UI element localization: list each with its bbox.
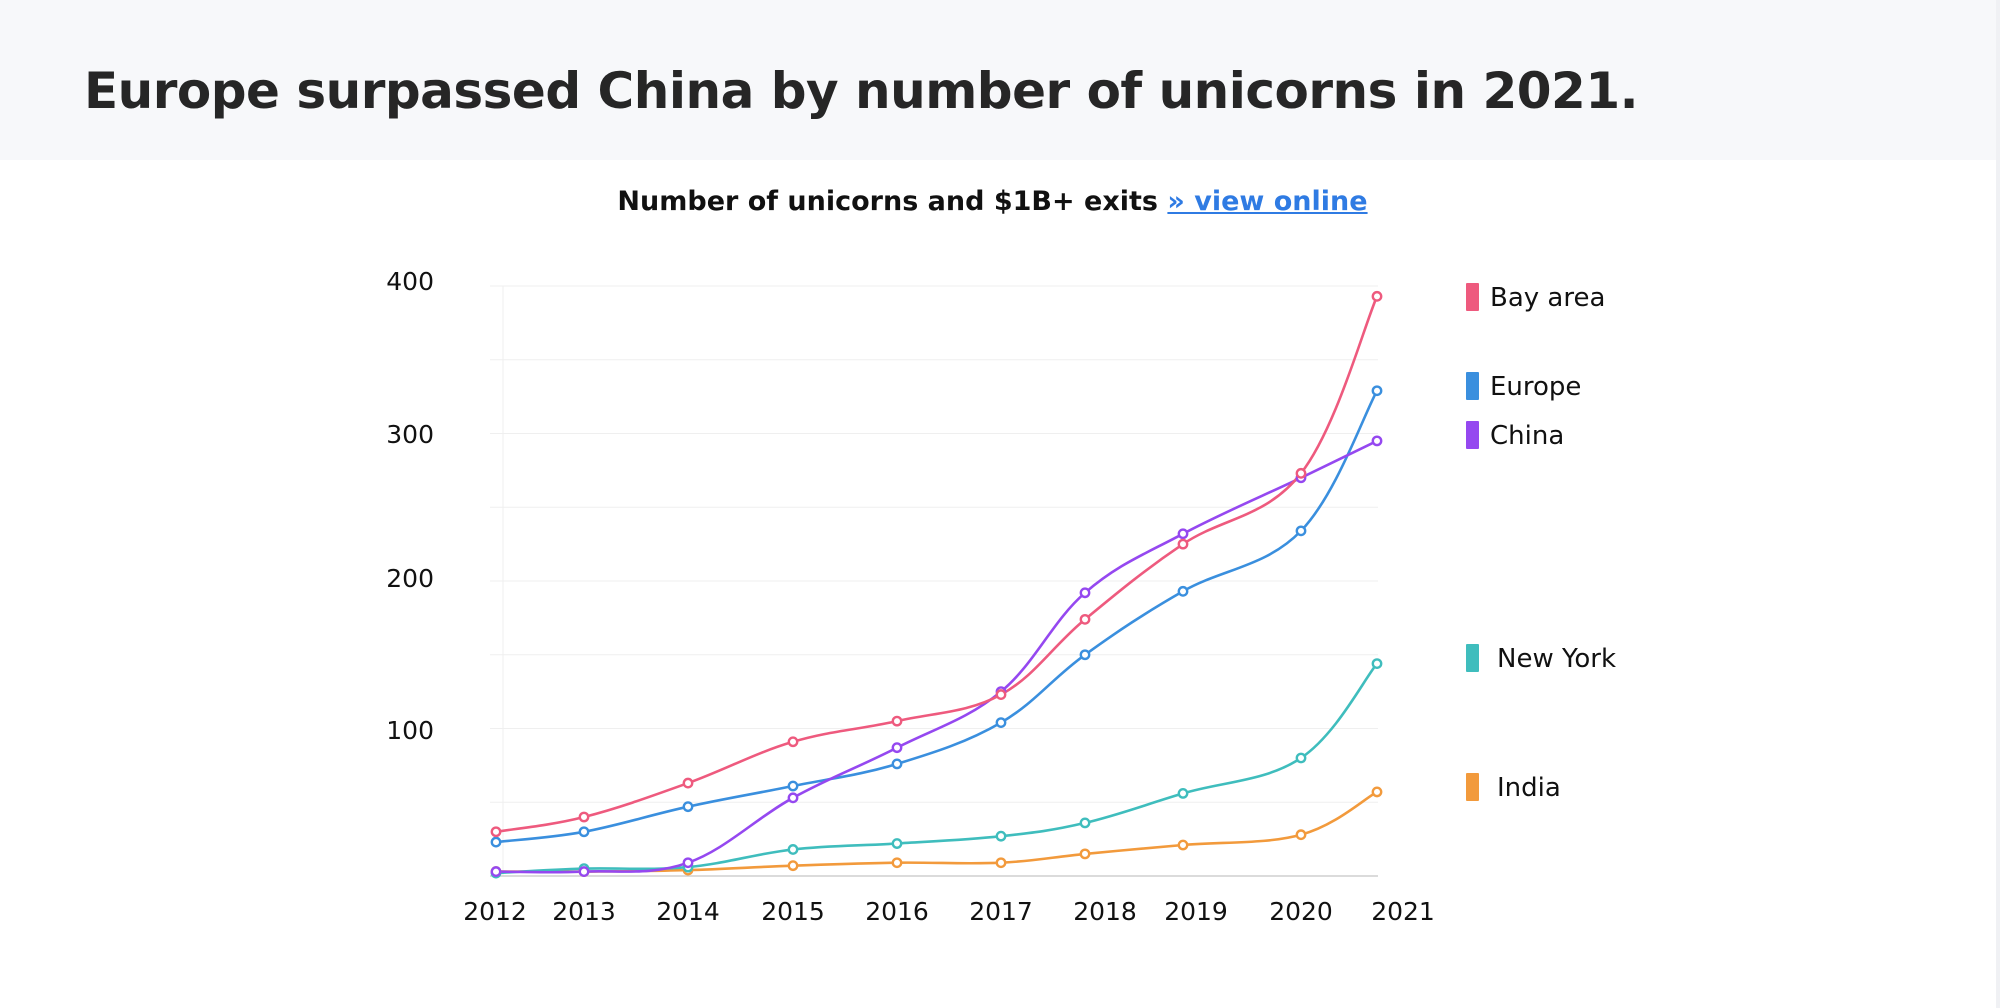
x-tick-label-2014: 2014 — [656, 897, 720, 926]
data-point-europe-2015 — [787, 780, 799, 792]
chart-title: Number of unicorns and $1B+ exits » view… — [0, 186, 1985, 217]
x-tick-label-2018: 2018 — [1073, 897, 1137, 926]
data-point-india-2018 — [1079, 848, 1091, 860]
data-point-new-york-2021 — [1371, 658, 1383, 669]
series-line-europe — [494, 389, 1379, 844]
data-point-china-2013 — [578, 866, 590, 877]
data-point-india-2019 — [1177, 839, 1189, 851]
data-point-bay-area-2012 — [490, 826, 502, 838]
data-point-india-2020 — [1295, 829, 1307, 841]
data-point-bay-area-2018 — [1079, 613, 1091, 625]
data-point-china-2018 — [1079, 587, 1091, 599]
data-point-bay-area-2013 — [578, 811, 590, 823]
data-point-new-york-2017 — [995, 830, 1007, 842]
data-point-bay-area-2021 — [1371, 290, 1383, 302]
data-point-new-york-2020 — [1295, 752, 1307, 764]
data-point-europe-2019 — [1177, 585, 1189, 597]
data-point-europe-2014 — [682, 801, 694, 813]
legend-swatch-india — [1466, 773, 1479, 801]
page-headline: Europe surpassed China by number of unic… — [84, 62, 1639, 120]
data-point-europe-2012 — [490, 836, 502, 848]
series-line-bay-area — [494, 295, 1379, 834]
data-point-india-2015 — [787, 860, 799, 872]
y-tick-label-200: 200 — [386, 564, 434, 593]
legend-swatch-europe — [1466, 372, 1479, 400]
legend-label-new-york: New York — [1497, 644, 1616, 674]
data-point-bay-area-2014 — [682, 777, 694, 789]
data-point-china-2012 — [490, 866, 502, 877]
x-tick-label-2017: 2017 — [969, 897, 1033, 926]
data-point-china-2019 — [1177, 528, 1189, 540]
data-point-china-2015 — [787, 792, 799, 804]
data-point-europe-2013 — [578, 826, 590, 838]
chart-series-lines — [494, 295, 1379, 875]
legend-label-europe: Europe — [1490, 372, 1581, 402]
data-point-china-2016 — [891, 742, 903, 754]
data-point-europe-2016 — [891, 758, 903, 770]
x-tick-label-2015: 2015 — [761, 897, 825, 926]
chart-data-points — [490, 290, 1383, 879]
y-tick-label-300: 300 — [386, 420, 434, 449]
data-point-india-2017 — [995, 857, 1007, 869]
data-point-europe-2021 — [1371, 385, 1383, 397]
data-point-new-york-2015 — [787, 844, 799, 855]
chart-legend: Bay area Europe China New York India — [1466, 283, 1616, 803]
data-point-bay-area-2016 — [891, 715, 903, 727]
data-point-india-2016 — [891, 857, 903, 869]
data-point-bay-area-2020 — [1295, 467, 1307, 479]
series-line-new-york — [494, 662, 1379, 875]
y-tick-label-400: 400 — [386, 267, 434, 296]
chart-title-text: Number of unicorns and $1B+ exits — [617, 186, 1158, 217]
legend-swatch-china — [1466, 421, 1479, 449]
chart-grid — [490, 285, 1378, 877]
data-point-bay-area-2015 — [787, 736, 799, 748]
x-tick-label-2019: 2019 — [1164, 897, 1228, 926]
series-line-china — [494, 439, 1379, 874]
header-band: Europe surpassed China by number of unic… — [0, 0, 1996, 160]
legend-label-bay-area: Bay area — [1490, 283, 1605, 313]
data-point-bay-area-2019 — [1177, 538, 1189, 550]
data-point-new-york-2018 — [1079, 817, 1091, 829]
legend-label-india: India — [1497, 773, 1561, 803]
data-point-new-york-2016 — [891, 838, 903, 849]
x-tick-label-2021: 2021 — [1371, 897, 1435, 926]
x-axis-ticks: 2012 2013 2014 2015 2016 2017 2018 2019 2020 2021 — [463, 897, 1435, 926]
x-tick-label-2013: 2013 — [552, 897, 616, 926]
data-point-europe-2020 — [1295, 525, 1307, 537]
data-point-europe-2018 — [1079, 649, 1091, 661]
data-point-bay-area-2017 — [995, 689, 1007, 700]
y-tick-label-100: 100 — [386, 716, 434, 745]
y-axis-ticks: 100 200 300 400 — [386, 267, 434, 745]
view-online-link[interactable]: » view online — [1167, 186, 1368, 217]
x-tick-label-2020: 2020 — [1269, 897, 1333, 926]
data-point-china-2014 — [682, 857, 694, 869]
data-point-new-york-2019 — [1177, 788, 1189, 799]
legend-label-china: China — [1490, 421, 1564, 451]
x-tick-label-2012: 2012 — [463, 897, 527, 926]
data-point-china-2021 — [1371, 435, 1383, 447]
data-point-europe-2017 — [995, 717, 1007, 728]
data-point-india-2021 — [1371, 786, 1383, 798]
x-tick-label-2016: 2016 — [865, 897, 929, 926]
legend-swatch-new-york — [1466, 644, 1479, 672]
legend-swatch-bay-area — [1466, 283, 1479, 311]
